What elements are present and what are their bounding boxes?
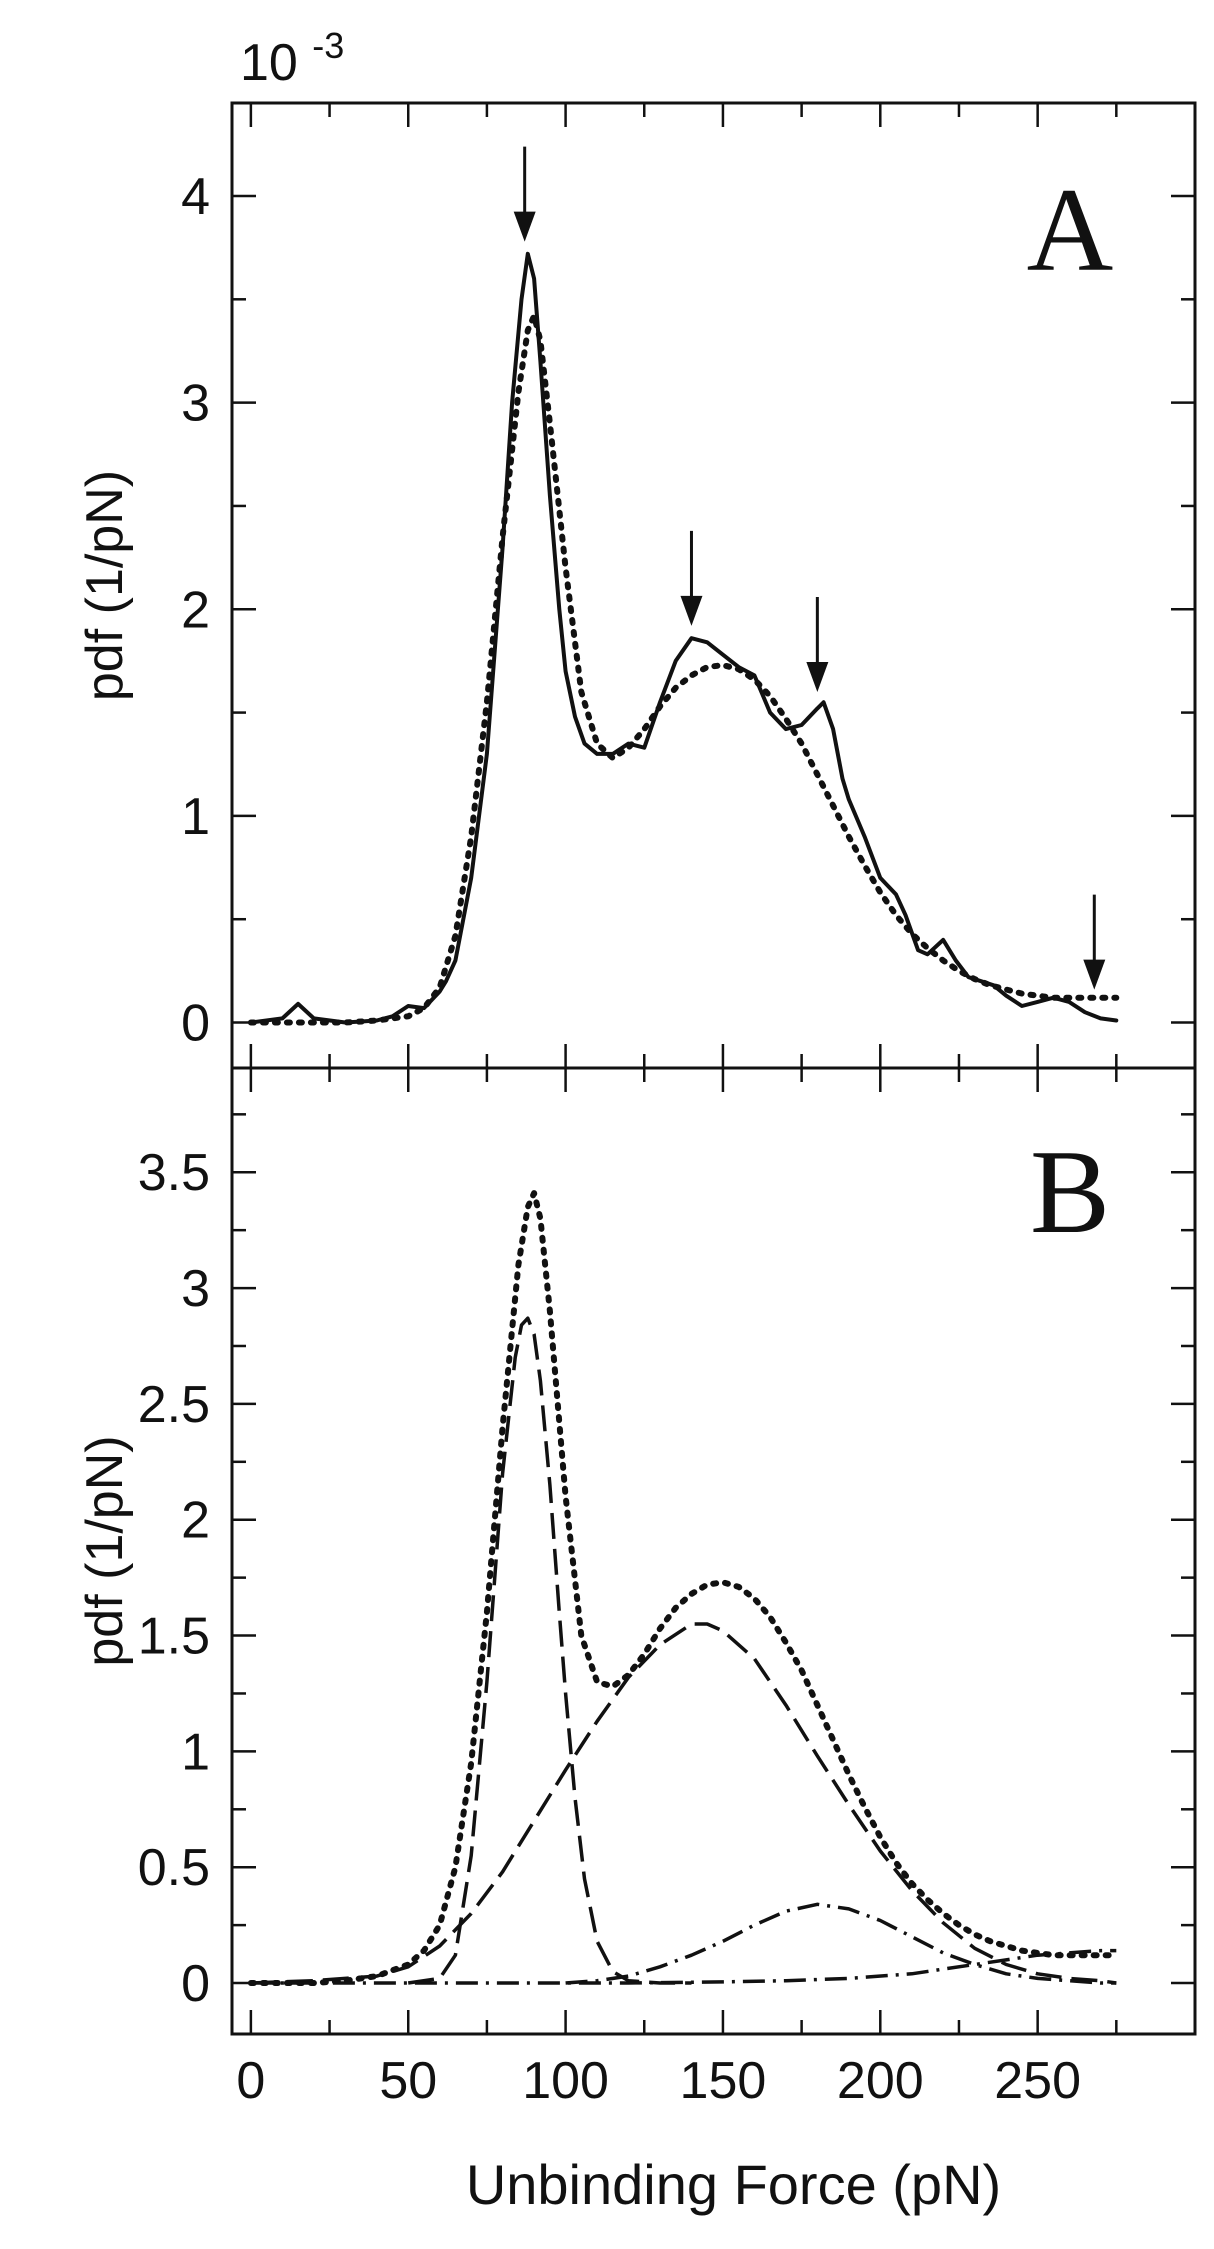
xtick-label: 200 [837,2052,924,2110]
ytick-label: 0 [181,995,210,1053]
ytick-label: 2 [181,581,210,639]
panel-a-chart: 0 1 2 3 4 pdf (1/pN) A 10 -3 [76,25,1197,1070]
series-line-dotted [247,312,1120,1026]
ytick-label: 0 [181,1955,210,2013]
xtick-label: 250 [994,2052,1081,2110]
panel-b-series [247,1190,1120,1986]
panel-b-xlabel: Unbinding Force (pN) [466,2153,1001,2216]
series-line-dotted [247,1190,1120,1986]
ytick-label: 4 [181,168,210,226]
multiplier-label: 10 -3 [240,25,344,92]
panel-a-letter: A [1027,163,1114,296]
panel-b-letter: B [1030,1125,1110,1258]
panel-a-arrows [513,146,1106,990]
xtick-label: 0 [236,2052,265,2110]
ytick-label: 3 [181,375,210,433]
ytick-label: 2 [181,1492,210,1550]
panel-b-chart: 0 0.5 1 1.5 2 2.5 3 3.5 0 50 100 150 200 250 pdf (1/… [76,1066,1197,2216]
xtick-label: 50 [379,2052,437,2110]
ytick-label: 2.5 [138,1376,210,1434]
panel-a-ticks [232,103,1195,1068]
series-line-dash-dot [250,1948,1117,1985]
ytick-label: 1 [181,788,210,846]
panel-b-ylabel: pdf (1/pN) [76,1435,134,1666]
ytick-label: 1 [181,1723,210,1781]
panel-b-ticks [232,1068,1195,2034]
panel-b-ytick-labels: 0 0.5 1 1.5 2 2.5 3 3.5 [138,1144,210,2013]
peak-arrow [680,530,703,626]
series-line-long-dash [407,1316,692,1985]
series-line-solid [248,251,1119,1025]
panel-b-frame [230,1066,1197,2036]
multiplier-exponent: -3 [312,25,344,66]
series-line-dash-dot [565,1902,1117,1985]
panel-a-series [247,251,1120,1026]
xtick-label: 100 [522,2052,609,2110]
xtick-label: 150 [680,2052,767,2110]
panel-b-xtick-labels: 0 50 100 150 200 250 [236,2052,1081,2110]
ytick-label: 1.5 [138,1608,210,1666]
ytick-label: 0.5 [138,1839,210,1897]
series-line-long-dash [250,1622,1117,1985]
peak-arrow [806,597,829,693]
panel-a-ylabel: pdf (1/pN) [76,470,134,701]
ytick-label: 3 [181,1260,210,1318]
multiplier-base: 10 [240,34,298,92]
peak-arrow [513,146,536,242]
panel-a-ytick-labels: 0 1 2 3 4 [181,168,210,1053]
ytick-label: 3.5 [138,1144,210,1202]
peak-arrow [1083,894,1106,990]
